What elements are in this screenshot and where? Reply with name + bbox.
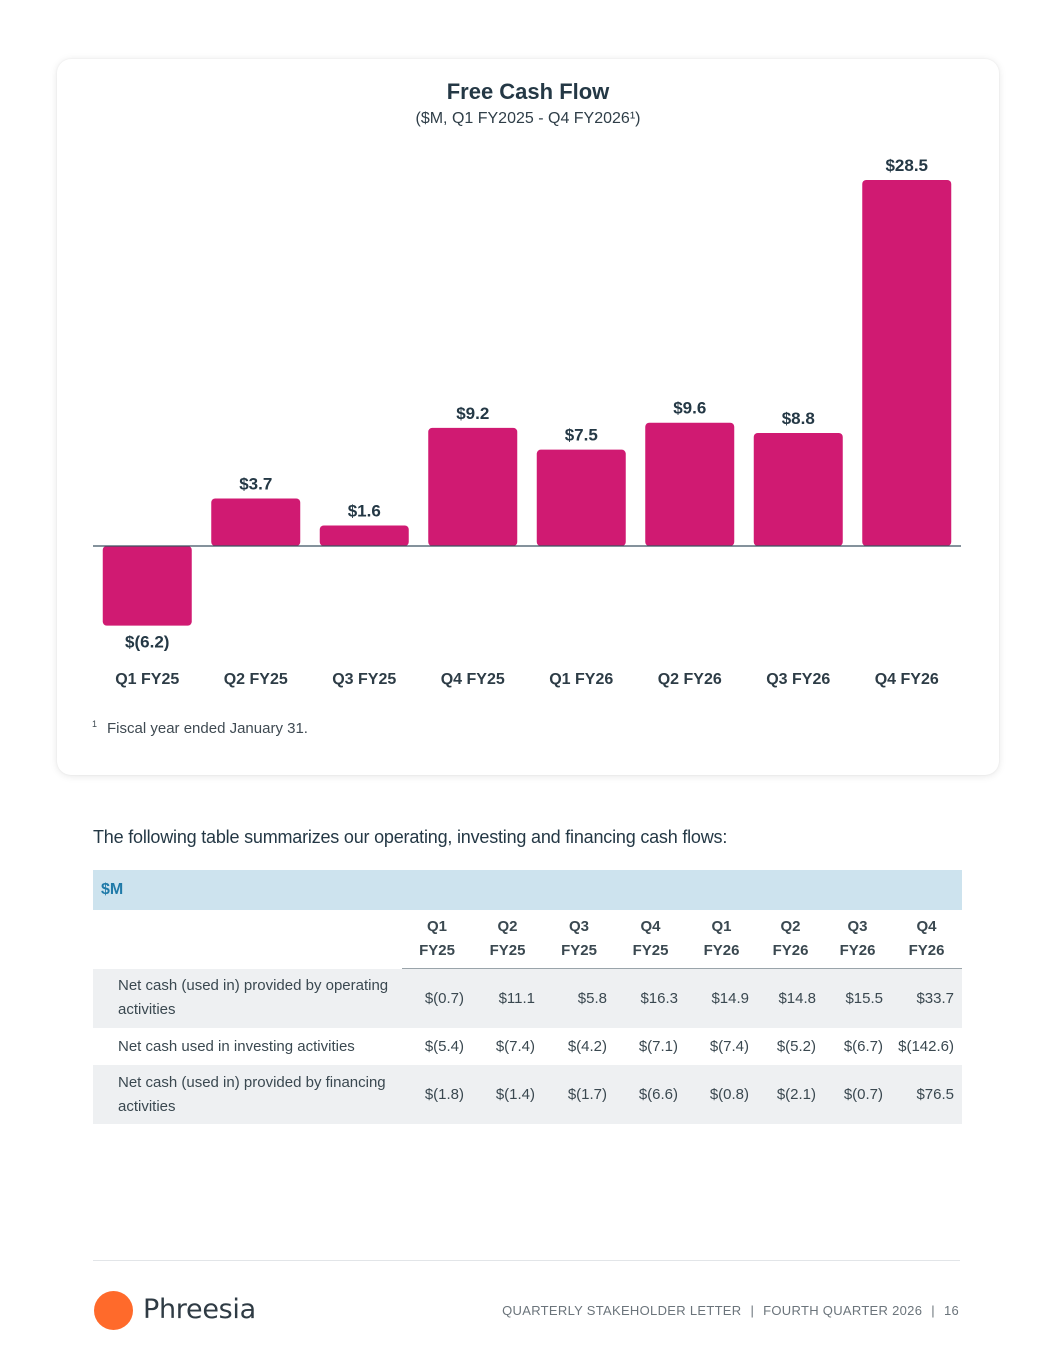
table-cell: $(0.7) — [824, 1065, 891, 1124]
table-cell: $(0.8) — [686, 1065, 757, 1124]
chart-footnote: 1 Fiscal year ended January 31. — [92, 719, 308, 737]
column-header: Q3 FY25 — [543, 910, 615, 969]
table-cell: $(7.4) — [472, 1028, 543, 1065]
table-unit-header: $M — [93, 870, 962, 910]
data-label: $1.6 — [348, 501, 381, 520]
table-intro-text: The following table summarizes our opera… — [93, 827, 728, 847]
column-header: Q1 FY26 — [686, 910, 757, 969]
table-row-investing: Net cash used in investing activities $(… — [93, 1028, 962, 1065]
bar-q4-fy26 — [862, 180, 952, 546]
data-label: $9.2 — [456, 404, 489, 423]
column-header: Q4 FY25 — [615, 910, 686, 969]
chart-subtitle: ($M, Q1 FY2025 - Q4 FY2026¹) — [415, 110, 641, 127]
footer-page-number: 16 — [943, 1303, 959, 1318]
data-label: $(6.2) — [125, 633, 169, 652]
footer-separator: | — [931, 1303, 935, 1318]
table-header-row: Q1 FY25 Q2 FY25 Q3 FY25 Q4 FY25 Q1 FY26 Q2 FY2… — [93, 910, 962, 969]
table-cell: $(7.1) — [615, 1028, 686, 1065]
footer-divider — [93, 1260, 960, 1261]
x-tick-label: Q2 FY26 — [658, 671, 722, 688]
column-header: Q2 FY25 — [472, 910, 543, 969]
row-label: Net cash (used in) provided by financing… — [93, 1065, 402, 1124]
footnote-text: Fiscal year ended January 31. — [107, 720, 308, 737]
bar-q3-fy26 — [753, 432, 843, 546]
table-cell: $(0.7) — [402, 968, 472, 1028]
table-cell: $(142.6) — [891, 1028, 962, 1065]
chart-card: Free Cash Flow ($M, Q1 FY2025 - Q4 FY202… — [57, 59, 999, 775]
chart-title: Free Cash Flow — [446, 79, 610, 104]
footer-meta: QUARTERLY STAKEHOLDER LETTER | FOURTH QUAR… — [502, 1303, 959, 1318]
x-tick-label: Q3 FY26 — [766, 671, 830, 688]
column-header: Q3 FY26 — [824, 910, 891, 969]
row-label: Net cash used in investing activities — [93, 1028, 402, 1065]
footer-period: FOURTH QUARTER 2026 — [763, 1303, 923, 1318]
table-cell: $14.9 — [686, 968, 757, 1028]
table-cell: $(7.4) — [686, 1028, 757, 1065]
table-cell: $(1.8) — [402, 1065, 472, 1124]
x-tick-label: Q4 FY25 — [441, 671, 505, 688]
table-cell: $(2.1) — [757, 1065, 824, 1124]
table-cell: $5.8 — [543, 968, 615, 1028]
table-cell: $(6.6) — [615, 1065, 686, 1124]
column-header: Q2 FY26 — [757, 910, 824, 969]
x-tick-label: Q1 FY25 — [115, 671, 179, 688]
table-cell: $16.3 — [615, 968, 686, 1028]
table-cell: $14.8 — [757, 968, 824, 1028]
table-row-financing: Net cash (used in) provided by financing… — [93, 1065, 962, 1124]
table-cell: $(4.2) — [543, 1028, 615, 1065]
x-tick-label: Q4 FY26 — [875, 671, 939, 688]
table-cell: $33.7 — [891, 968, 962, 1028]
bar-q2-fy25 — [211, 498, 301, 546]
data-label: $8.8 — [782, 409, 815, 428]
phreesia-logo-mark — [94, 1291, 133, 1330]
phreesia-logo-text: Phreesia — [143, 1294, 256, 1325]
bar-q3-fy25 — [319, 525, 409, 546]
table-cell: $(6.7) — [824, 1028, 891, 1065]
bar-q4-fy25 — [428, 427, 518, 546]
table-cell: $15.5 — [824, 968, 891, 1028]
table-cell: $76.5 — [891, 1065, 962, 1124]
x-tick-label: Q1 FY26 — [549, 671, 613, 688]
table-cell: $(5.4) — [402, 1028, 472, 1065]
data-label: $7.5 — [565, 426, 598, 445]
footer-publication: QUARTERLY STAKEHOLDER LETTER — [502, 1303, 742, 1318]
footnote-marker: 1 — [92, 719, 98, 729]
free-cash-flow-chart: $(6.2) Q1 FY25 $3.7 Q2 FY25 $1.6 Q3 FY25 $9.2 Q… — [93, 156, 961, 688]
bar-q1-fy26 — [536, 449, 626, 546]
data-label: $3.7 — [239, 474, 272, 493]
x-tick-label: Q3 FY25 — [332, 671, 396, 688]
row-label: Net cash (used in) provided by operating… — [93, 968, 402, 1028]
cash-flow-table: Q1 FY25 Q2 FY25 Q3 FY25 Q4 FY25 Q1 FY26 Q2 FY2… — [93, 910, 962, 1124]
column-header: Q1 FY25 — [402, 910, 472, 969]
bar-q1-fy25 — [102, 546, 192, 626]
cash-flow-table-section: $M Q1 FY25 Q2 FY25 Q3 FY25 Q4 FY25 Q1 FY26 Q2… — [93, 870, 962, 1124]
table-cell: $11.1 — [472, 968, 543, 1028]
data-label: $28.5 — [885, 156, 928, 175]
table-cell: $(5.2) — [757, 1028, 824, 1065]
table-cell: $(1.7) — [543, 1065, 615, 1124]
data-label: $9.6 — [673, 399, 706, 418]
column-header: Q4 FY26 — [891, 910, 962, 969]
table-row-operating: Net cash (used in) provided by operating… — [93, 968, 962, 1028]
footer-separator: | — [750, 1303, 755, 1318]
x-tick-label: Q2 FY25 — [224, 671, 288, 688]
table-header-blank — [93, 910, 402, 969]
table-cell: $(1.4) — [472, 1065, 543, 1124]
bar-q2-fy26 — [645, 422, 735, 546]
